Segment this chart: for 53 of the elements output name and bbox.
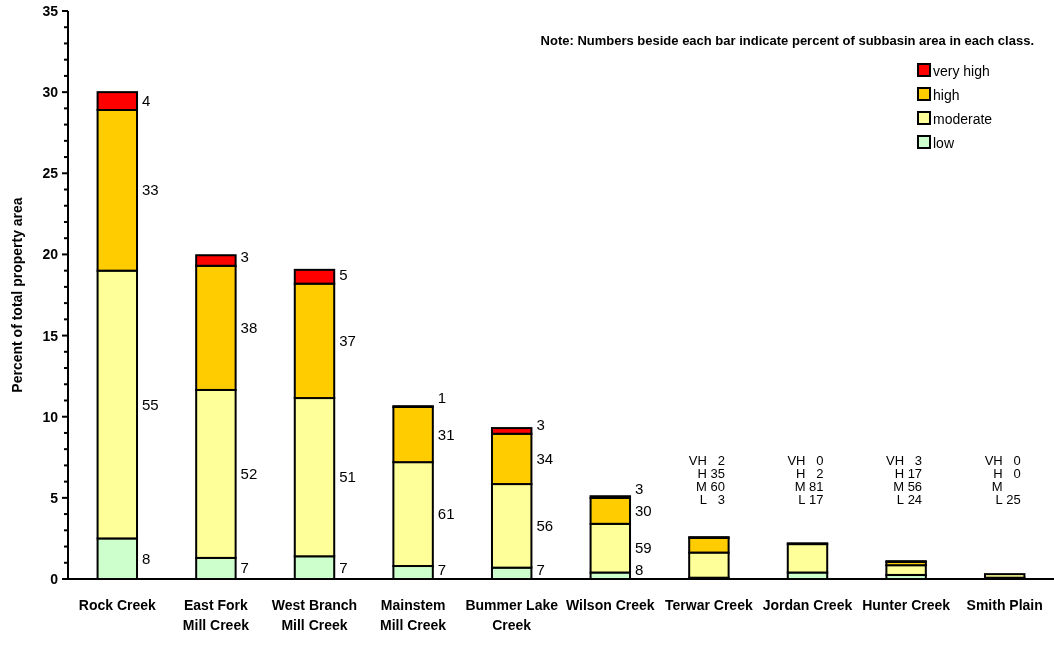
- y-tick-label: 15: [42, 327, 59, 344]
- annotation: 34: [536, 449, 554, 467]
- x-tick-label: East Fork Mill Creek: [182, 597, 250, 633]
- annotation: 7: [240, 559, 249, 577]
- annotation: VH 3 H 17 M 56 L 24: [886, 453, 923, 507]
- y-tick-label: 10: [42, 408, 59, 425]
- annotation: 1: [437, 388, 447, 406]
- x-tick-label: Hunter Creek: [862, 597, 951, 613]
- annotation: 7: [536, 561, 545, 578]
- annotation: 56: [536, 516, 554, 534]
- y-tick-label: 35: [42, 3, 59, 19]
- x-tick-label: Mainstem Mill Creek: [380, 597, 447, 633]
- legend-label: very high: [933, 63, 990, 79]
- y-tick-label: 25: [42, 165, 59, 182]
- x-tick-label: Smith Plain: [966, 597, 1043, 613]
- annotation: 61: [437, 505, 455, 523]
- bar: [786, 543, 829, 574]
- annotation: 7: [437, 561, 447, 578]
- annotation: 30: [635, 501, 652, 519]
- annotation: 52: [240, 464, 258, 482]
- x-tick-label: Rock Creek: [78, 597, 157, 613]
- annotation: 31: [437, 425, 455, 443]
- y-tick-label: 20: [42, 246, 59, 263]
- y-axis-title: Percent of total property area: [9, 197, 25, 393]
- annotation: 5: [339, 265, 348, 283]
- annotation: 3: [635, 479, 644, 497]
- annotation: VH 2 H 35 M 60 L 3: [688, 453, 725, 507]
- annotation: 38: [240, 318, 258, 336]
- annotation: 59: [635, 539, 652, 557]
- annotation: Note: Numbers beside each bar indicate percent of subbasin area in each class.: [540, 33, 1034, 48]
- y-tick-label: 5: [50, 489, 59, 506]
- annotation: 8: [635, 561, 644, 578]
- annotation: VH 0 H 2 M 81 L 17: [787, 453, 824, 507]
- annotation: 55: [142, 395, 159, 413]
- annotation: 3: [536, 415, 545, 433]
- x-tick-label: Terwar Creek: [665, 597, 753, 613]
- annotation: 33: [142, 181, 159, 199]
- annotation: 3: [240, 247, 249, 265]
- annotation: 7: [339, 558, 348, 576]
- legend-label: high: [933, 87, 960, 103]
- x-tick-label: West Branch Mill Creek: [271, 597, 358, 633]
- legend-label: moderate: [933, 111, 993, 127]
- annotation: VH 0 H 0 M L 25: [984, 453, 1021, 507]
- annotation: 51: [339, 468, 356, 486]
- y-tick-label: 0: [50, 571, 59, 587]
- legend-label: low: [933, 135, 955, 151]
- annotation: 37: [339, 331, 356, 349]
- x-tick-label: Jordan Creek: [762, 597, 853, 613]
- x-tick-label: Wilson Creek: [566, 597, 655, 613]
- annotation: 4: [142, 91, 151, 109]
- x-tick-label: Bummer Lake Creek: [465, 597, 559, 633]
- annotation: 8: [142, 549, 151, 567]
- y-tick-label: 30: [42, 84, 59, 101]
